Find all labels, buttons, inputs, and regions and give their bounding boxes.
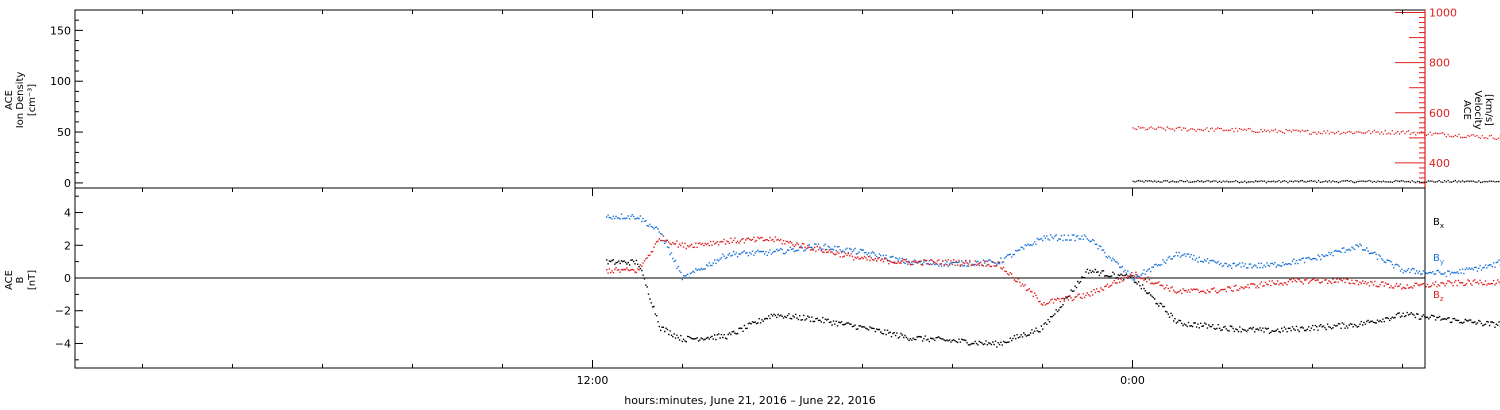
legend-bz-label: B (1433, 290, 1440, 301)
density-axis-title-line3: [cm⁻³] (27, 84, 38, 116)
density-series (1132, 179, 1500, 184)
b-tick-label: −4 (55, 337, 71, 350)
density-tick-label: 100 (50, 75, 71, 88)
density-tick-label: 150 (50, 24, 71, 37)
bottom-series-layer (606, 213, 1500, 348)
legend-by-label: B (1433, 253, 1440, 264)
b-axis-title-line2: B (15, 276, 26, 283)
velocity-axis-title-line1: ACE (1461, 100, 1472, 120)
b-tick-label: 2 (64, 239, 71, 252)
legend-bz-sub: z (1440, 295, 1444, 303)
time-tick-label: 0:00 (1120, 374, 1145, 387)
svg-text:By: By (1433, 253, 1444, 266)
svg-text:Bz: Bz (1433, 290, 1444, 303)
legend-by-sub: y (1440, 258, 1444, 266)
b-tick-label: 4 (64, 207, 71, 220)
velocity-axis-title-line3: [km/s] (1483, 94, 1494, 126)
time-tick-label: 12:00 (577, 374, 609, 387)
density-axis-title-line1: ACE (4, 90, 15, 110)
legend-by: By (1433, 253, 1444, 266)
time-axis: 12:00 0:00 (142, 10, 1403, 387)
Bx-series (606, 259, 1500, 348)
legend-bx-sub: x (1440, 222, 1444, 230)
legend-bx: Bx (1433, 217, 1444, 230)
b-tick-label: 0 (64, 272, 71, 285)
b-axis-ticks: 4 2 0 −2 −4 (55, 195, 83, 361)
velocity-tick-label: 400 (1429, 157, 1450, 170)
top-series-layer (1132, 126, 1500, 184)
density-axis-title-line2: Ion Density (15, 72, 26, 129)
velocity-tick-label: 800 (1429, 57, 1450, 70)
x-axis-title: hours:minutes, June 21, 2016 – June 22, … (624, 394, 876, 407)
velocity-axis-ticks: 400 600 800 1000 (1395, 7, 1457, 188)
Bz-series (606, 235, 1500, 306)
legend-bz: Bz (1433, 290, 1444, 303)
b-tick-label: −2 (55, 305, 71, 318)
velocity-tick-label: 1000 (1429, 7, 1457, 20)
legend-bx-label: B (1433, 217, 1440, 228)
b-axis-title-line3: [nT] (27, 270, 38, 290)
top-panel-frame (74, 9, 1426, 189)
density-tick-label: 0 (64, 177, 71, 190)
By-series (606, 213, 1500, 281)
b-axis-title-line1: ACE (4, 270, 15, 290)
density-axis-ticks: 0 50 100 150 (50, 19, 83, 190)
svg-text:Bx: Bx (1433, 217, 1444, 230)
magnetic-field-panel: 4 2 0 −2 −4 ACE B [nT] Bx By Bz (4, 187, 1500, 369)
density-tick-label: 50 (57, 126, 71, 139)
velocity-tick-label: 600 (1429, 107, 1450, 120)
velocity-axis-title-line2: Velocity (1472, 90, 1483, 129)
